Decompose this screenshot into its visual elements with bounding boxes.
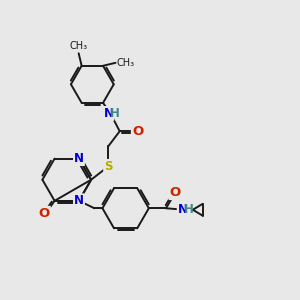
Text: CH₃: CH₃ bbox=[116, 58, 134, 68]
Text: S: S bbox=[104, 160, 112, 173]
Text: O: O bbox=[169, 186, 181, 199]
Text: O: O bbox=[132, 125, 143, 138]
Text: O: O bbox=[39, 207, 50, 220]
Text: N: N bbox=[103, 107, 113, 120]
Text: N: N bbox=[178, 203, 188, 216]
Text: H: H bbox=[110, 107, 120, 120]
Text: H: H bbox=[184, 203, 194, 216]
Text: N: N bbox=[74, 194, 84, 207]
Text: CH₃: CH₃ bbox=[70, 41, 88, 51]
Text: N: N bbox=[74, 152, 84, 165]
